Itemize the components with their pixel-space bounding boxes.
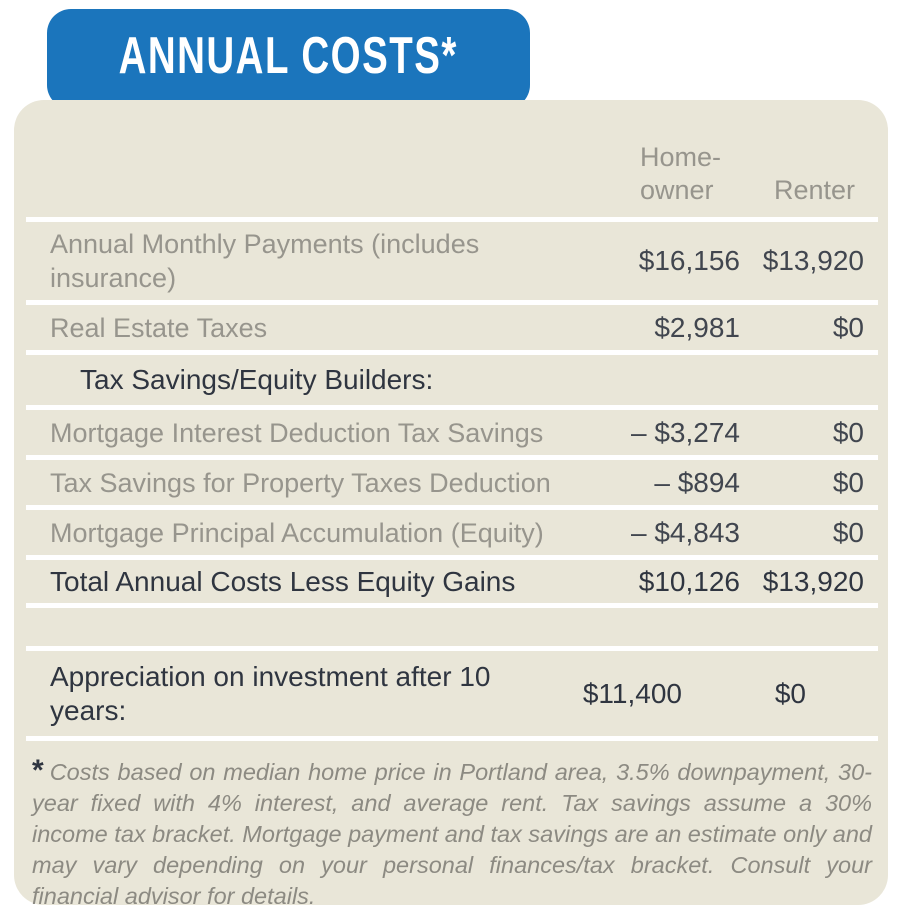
renter-value: $0 <box>832 416 864 448</box>
homeowner-value: – $3,274 <box>631 416 740 448</box>
table-row: Tax Savings/Equity Builders: <box>26 355 878 410</box>
table-header-row: Home-owner Renter <box>26 100 878 222</box>
table-row: Appreciation on investment after 10 year… <box>26 651 878 741</box>
footnote: * Costs based on median home price in Por… <box>26 755 878 912</box>
renter-value: $13,920 <box>762 245 864 276</box>
renter-value: $0 <box>774 677 806 709</box>
row-label: Tax Savings for Property Taxes Deduction <box>50 467 551 498</box>
renter-value: $0 <box>832 466 864 498</box>
cost-table-body: Annual Monthly Payments (includes insura… <box>26 222 878 741</box>
homeowner-value: $11,400 <box>582 677 682 709</box>
table-row: Tax Savings for Property Taxes Deduction… <box>26 460 878 510</box>
table-row: Annual Monthly Payments (includes insura… <box>26 222 878 305</box>
renter-value: $13,920 <box>762 565 864 597</box>
table-row: Mortgage Principal Accumulation (Equity)… <box>26 510 878 560</box>
banner-title: ANNUAL COSTS* <box>118 27 459 85</box>
row-label: Appreciation on investment after 10 year… <box>50 660 491 726</box>
footnote-text: Costs based on median home price in Port… <box>32 759 872 909</box>
row-label: Real Estate Taxes <box>50 312 268 343</box>
table-row: Mortgage Interest Deduction Tax Savings … <box>26 410 878 460</box>
homeowner-value: $10,126 <box>638 565 740 597</box>
table-row: Real Estate Taxes $2,981 $0 <box>26 305 878 355</box>
table-row <box>26 608 878 651</box>
row-label: Mortgage Principal Accumulation (Equity) <box>50 517 544 548</box>
row-label: Tax Savings/Equity Builders: <box>80 364 434 395</box>
footnote-asterisk: * <box>32 754 44 787</box>
annual-costs-banner: ANNUAL COSTS* <box>47 9 530 109</box>
row-label: Total Annual Costs Less Equity Gains <box>50 565 516 597</box>
homeowner-value: – $894 <box>654 466 740 498</box>
header-homeowner: Home-owner <box>640 142 722 205</box>
row-label: Annual Monthly Payments (includes insura… <box>50 229 480 293</box>
homeowner-value: $16,156 <box>638 245 740 276</box>
header-renter: Renter <box>774 175 856 205</box>
homeowner-value: $2,981 <box>654 311 740 343</box>
renter-value: $0 <box>832 516 864 548</box>
homeowner-value: – $4,843 <box>631 516 740 548</box>
costs-panel: Home-owner Renter Annual Monthly Payment… <box>14 100 888 909</box>
table-row: Total Annual Costs Less Equity Gains $10… <box>26 560 878 608</box>
renter-value: $0 <box>832 311 864 343</box>
row-label: Mortgage Interest Deduction Tax Savings <box>50 417 544 448</box>
